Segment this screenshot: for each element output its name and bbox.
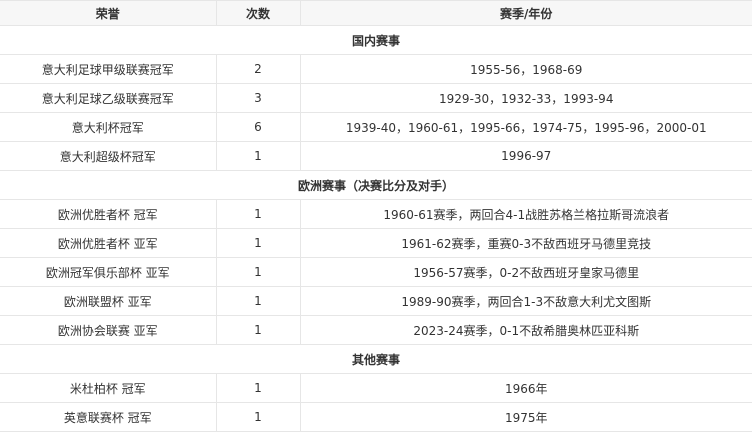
season-cell: 1960-61赛季，两回合4-1战胜苏格兰格拉斯哥流浪者 xyxy=(299,199,752,229)
count-cell: 6 xyxy=(215,112,301,142)
honour-cell: 英意联赛杯 冠军 xyxy=(0,402,217,432)
table-row: 欧洲优胜者杯 冠军 1 1960-61赛季，两回合4-1战胜苏格兰格拉斯哥流浪者 xyxy=(0,199,752,229)
count-cell: 2 xyxy=(215,54,301,84)
table-row: 意大利超级杯冠军 1 1996-97 xyxy=(0,141,752,171)
count-cell: 3 xyxy=(215,83,301,113)
count-cell: 1 xyxy=(215,315,301,345)
table-row: 欧洲冠军俱乐部杯 亚军 1 1956-57赛季，0-2不敌西班牙皇家马德里 xyxy=(0,257,752,287)
count-cell: 1 xyxy=(215,199,301,229)
honour-cell: 欧洲协会联赛 亚军 xyxy=(0,315,217,345)
table-row: 欧洲优胜者杯 亚军 1 1961-62赛季，重赛0-3不敌西班牙马德里竞技 xyxy=(0,228,752,258)
honour-cell: 意大利足球乙级联赛冠军 xyxy=(0,83,217,113)
honour-cell: 欧洲优胜者杯 冠军 xyxy=(0,199,217,229)
season-cell: 1939-40，1960-61，1995-66，1974-75，1995-96，… xyxy=(299,112,752,142)
count-cell: 1 xyxy=(215,257,301,287)
table-row: 意大利足球乙级联赛冠军 3 1929-30，1932-33，1993-94 xyxy=(0,83,752,113)
honour-cell: 欧洲联盟杯 亚军 xyxy=(0,286,217,316)
section-row: 其他赛事 xyxy=(0,344,752,374)
count-cell: 1 xyxy=(215,228,301,258)
honour-cell: 意大利足球甲级联赛冠军 xyxy=(0,54,217,84)
honour-cell: 意大利杯冠军 xyxy=(0,112,217,142)
season-cell: 1989-90赛季，两回合1-3不敌意大利尤文图斯 xyxy=(299,286,752,316)
count-cell: 1 xyxy=(215,286,301,316)
season-cell: 1961-62赛季，重赛0-3不敌西班牙马德里竞技 xyxy=(299,228,752,258)
table-row: 欧洲联盟杯 亚军 1 1989-90赛季，两回合1-3不敌意大利尤文图斯 xyxy=(0,286,752,316)
section-row: 欧洲赛事（决赛比分及对手） xyxy=(0,170,752,200)
header-count: 次数 xyxy=(215,0,301,26)
table-row: 英意联赛杯 冠军 1 1975年 xyxy=(0,402,752,432)
season-cell: 2023-24赛季，0-1不敌希腊奥林匹亚科斯 xyxy=(299,315,752,345)
header-season: 赛季/年份 xyxy=(299,0,752,26)
section-title: 国内赛事 xyxy=(0,25,752,55)
count-cell: 1 xyxy=(215,373,301,403)
count-cell: 1 xyxy=(215,141,301,171)
table-row: 米杜柏杯 冠军 1 1966年 xyxy=(0,373,752,403)
table-row: 欧洲协会联赛 亚军 1 2023-24赛季，0-1不敌希腊奥林匹亚科斯 xyxy=(0,315,752,345)
header-honour: 荣誉 xyxy=(0,0,217,26)
table-row: 意大利杯冠军 6 1939-40，1960-61，1995-66，1974-75，1… xyxy=(0,112,752,142)
honour-cell: 欧洲优胜者杯 亚军 xyxy=(0,228,217,258)
section-title: 其他赛事 xyxy=(0,344,752,374)
section-row: 国内赛事 xyxy=(0,25,752,55)
season-cell: 1929-30，1932-33，1993-94 xyxy=(299,83,752,113)
honour-cell: 欧洲冠军俱乐部杯 亚军 xyxy=(0,257,217,287)
season-cell: 1955-56，1968-69 xyxy=(299,54,752,84)
honour-cell: 米杜柏杯 冠军 xyxy=(0,373,217,403)
table-row: 意大利足球甲级联赛冠军 2 1955-56，1968-69 xyxy=(0,54,752,84)
season-cell: 1975年 xyxy=(299,402,752,432)
count-cell: 1 xyxy=(215,402,301,432)
section-title: 欧洲赛事（决赛比分及对手） xyxy=(0,170,752,200)
table-header-row: 荣誉 次数 赛季/年份 xyxy=(0,0,752,26)
season-cell: 1996-97 xyxy=(299,141,752,171)
honour-cell: 意大利超级杯冠军 xyxy=(0,141,217,171)
season-cell: 1966年 xyxy=(299,373,752,403)
season-cell: 1956-57赛季，0-2不敌西班牙皇家马德里 xyxy=(299,257,752,287)
